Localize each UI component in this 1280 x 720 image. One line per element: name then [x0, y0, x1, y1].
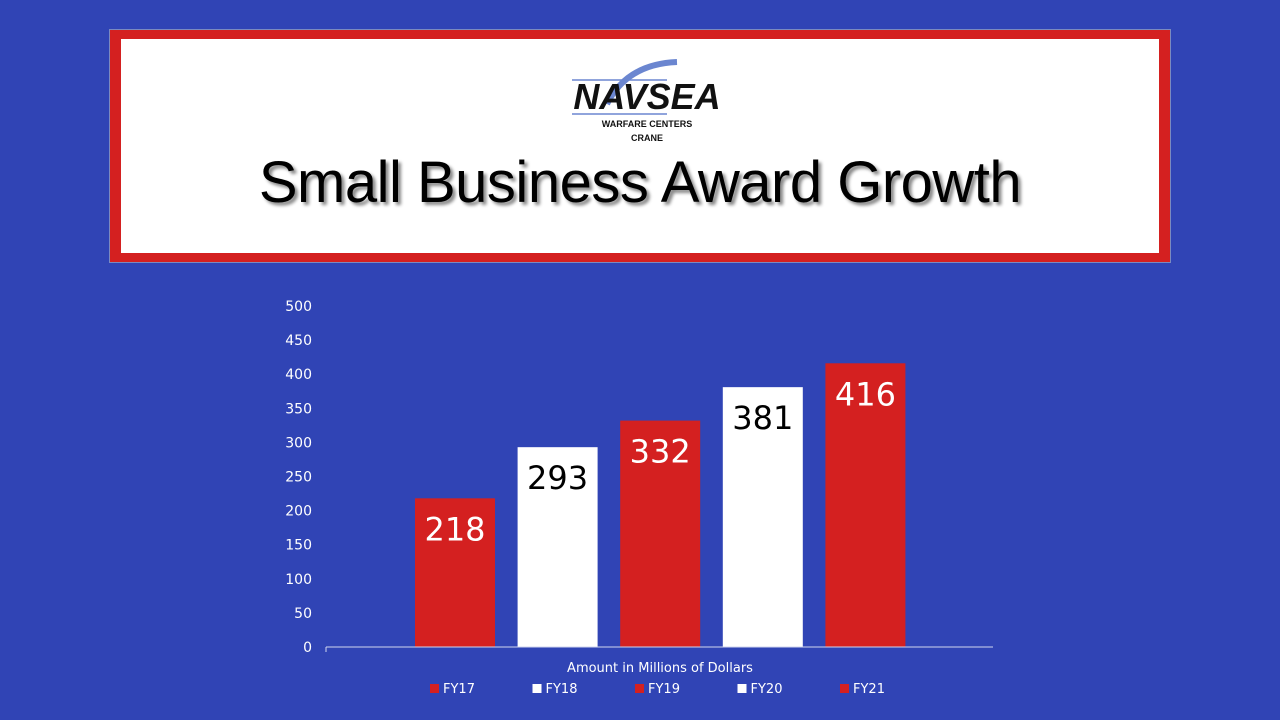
logo-line1: WARFARE CENTERS — [602, 119, 693, 129]
y-tick-label: 500 — [285, 299, 312, 315]
data-label: 416 — [835, 375, 896, 413]
y-tick-label: 350 — [285, 401, 312, 417]
bar-fy18 — [517, 447, 598, 647]
legend-swatch — [840, 684, 849, 693]
y-tick-label: 0 — [303, 640, 312, 656]
y-tick-label: 150 — [285, 538, 312, 554]
data-label: 293 — [527, 459, 588, 497]
y-tick-label: 50 — [294, 606, 312, 622]
legend-swatch — [635, 684, 644, 693]
x-axis-label: Amount in Millions of Dollars — [567, 661, 753, 676]
legend-label: FY20 — [751, 682, 783, 697]
data-label: 332 — [630, 433, 691, 471]
page-title: Small Business Award Growth — [258, 150, 1022, 215]
logo-wordmark: NAVSEA — [573, 76, 720, 117]
y-tick-label: 400 — [285, 367, 312, 383]
y-tick-label: 300 — [285, 435, 312, 451]
legend: FY17 FY18 FY19 FY20 FY21 — [430, 682, 885, 697]
y-tick-label: 450 — [285, 333, 312, 349]
legend-label: FY17 — [443, 682, 475, 697]
legend-label: FY18 — [546, 682, 578, 697]
legend-label: FY19 — [648, 682, 680, 697]
legend-swatch — [737, 684, 747, 693]
y-tick-label: 250 — [285, 470, 312, 486]
logo-line2: CRANE — [631, 133, 663, 143]
bars: 218 293 332 381 416 — [415, 363, 906, 647]
legend-swatch — [430, 684, 439, 693]
y-tick-label: 100 — [285, 572, 312, 588]
title-banner: NAVSEA WARFARE CENTERS CRANE Small Busin… — [109, 29, 1171, 263]
bar-fy17 — [415, 498, 495, 647]
legend-label: FY21 — [853, 682, 885, 697]
bar-fy20 — [722, 387, 803, 647]
legend-swatch — [532, 684, 542, 693]
y-tick-label: 200 — [285, 504, 312, 520]
y-axis: 0 50 100 150 200 250 300 350 400 450 500 — [285, 299, 312, 656]
navsea-logo: NAVSEA WARFARE CENTERS CRANE — [572, 59, 721, 143]
data-label: 381 — [732, 399, 793, 437]
title-panel: NAVSEA WARFARE CENTERS CRANE Small Busin… — [121, 39, 1159, 253]
bar-fy19 — [620, 420, 701, 647]
bar-fy21 — [825, 363, 906, 647]
data-label: 218 — [424, 510, 485, 548]
